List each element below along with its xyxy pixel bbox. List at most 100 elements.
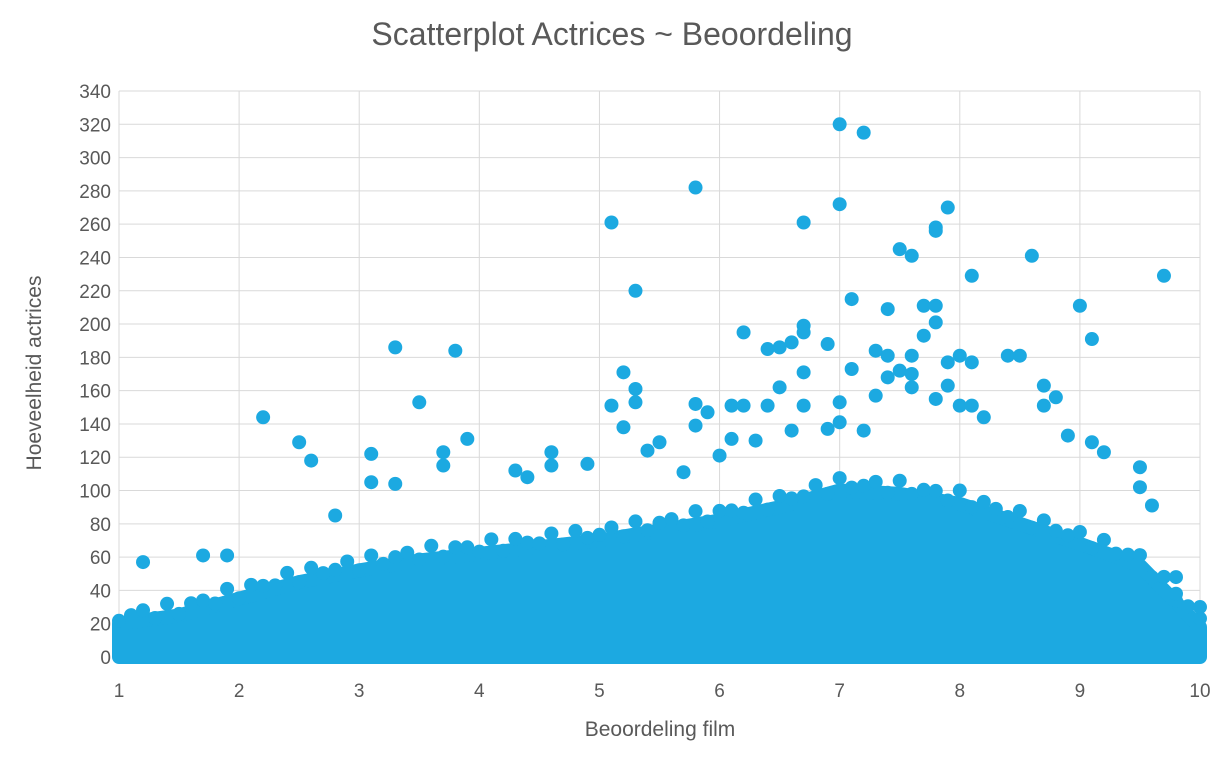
scatter-point [460, 431, 475, 446]
chart-title: Scatterplot Actrices ~ Beoordeling [371, 16, 852, 52]
dense-edge-point [928, 483, 943, 498]
scatter-point [820, 421, 835, 436]
dense-edge-point [436, 549, 451, 564]
scatter-point [784, 335, 799, 350]
scatter-point [880, 370, 895, 385]
dense-edge-point [1084, 541, 1099, 556]
x-tick-label: 1 [114, 681, 125, 702]
scatter-point [364, 475, 379, 490]
scatter-point [964, 268, 979, 283]
scatter-point [388, 340, 403, 355]
scatter-point [916, 328, 931, 343]
dense-edge-point [376, 556, 391, 571]
scatter-point [1168, 570, 1183, 585]
scatter-point [1156, 268, 1171, 283]
dense-edge-point [232, 591, 247, 606]
scatter-point [772, 380, 787, 395]
dense-edge-point [1012, 503, 1027, 518]
dense-edge-point [808, 478, 823, 493]
dense-edge-point [724, 503, 739, 518]
scatter-point [616, 420, 631, 435]
scatter-point [1168, 586, 1183, 601]
scatter-point [856, 423, 871, 438]
scatter-point [700, 405, 715, 420]
scatter-point [688, 418, 703, 433]
y-axis-title: Hoeveelheid actrices [23, 276, 46, 471]
dense-edge-point [1156, 569, 1171, 584]
dense-edge-point [268, 578, 283, 593]
dense-edge-point [484, 532, 499, 547]
y-tick-label: 0 [100, 648, 111, 669]
dense-edge-point [136, 603, 151, 618]
dense-edge-point [628, 514, 643, 529]
scatter-point [1060, 428, 1075, 443]
x-tick-label: 4 [474, 681, 485, 702]
dense-edge-point [172, 606, 187, 621]
dense-edge-point [220, 581, 235, 596]
scatter-point [952, 348, 967, 363]
dense-edge-point [112, 613, 126, 628]
dense-edge-point [1132, 548, 1147, 563]
scatter-point [844, 362, 859, 377]
scatter-point [652, 435, 667, 450]
scatter-point [760, 342, 775, 357]
scatter-point [736, 398, 751, 413]
dense-edge-point [1036, 513, 1051, 528]
dense-edge-point [868, 474, 883, 489]
dense-edge-point [568, 523, 583, 538]
dense-edge-point [184, 596, 199, 611]
scatter-point [604, 215, 619, 230]
dense-edge-point [328, 562, 343, 577]
scatter-point [640, 443, 655, 458]
x-tick-label: 7 [834, 681, 845, 702]
dense-edge-point [292, 575, 307, 590]
dense-edge-point [1180, 599, 1195, 614]
dense-edge-point [640, 523, 655, 538]
y-tick-label: 160 [79, 382, 111, 403]
y-tick-label: 80 [90, 515, 111, 536]
scatter-point [520, 470, 535, 485]
scatter-point [1024, 248, 1039, 263]
scatter-point [928, 315, 943, 330]
y-tick-label: 340 [79, 82, 111, 103]
scatter-point [928, 391, 943, 406]
dense-edge-point [676, 518, 691, 533]
scatter-point [736, 325, 751, 340]
scatter-point [880, 302, 895, 317]
dense-edge-point [544, 526, 559, 541]
dense-edge-point [424, 538, 439, 553]
scatter-point [712, 448, 727, 463]
dense-edge-point [832, 471, 847, 486]
scatter-point [832, 117, 847, 132]
scatter-point [436, 458, 451, 473]
scatter-point [760, 398, 775, 413]
dense-edge-point [748, 492, 763, 507]
dense-edge-point [712, 503, 727, 518]
scatter-point [940, 200, 955, 215]
scatter-point [724, 431, 739, 446]
dense-edge-point [964, 500, 979, 515]
scatter-point [796, 215, 811, 230]
dense-edge-point [412, 552, 427, 567]
scatter-point [676, 465, 691, 480]
tick-labels: 0 20 40 60 80 100 120 140 160 180 200 220 240 260 280 3… [79, 82, 1210, 702]
y-tick-label: 140 [79, 415, 111, 436]
scatter-point [844, 292, 859, 307]
dense-edge-point [388, 550, 403, 565]
scatter-point [952, 398, 967, 413]
dense-edge-point [784, 491, 799, 506]
scatter-point [448, 343, 463, 358]
dense-edge-point [508, 531, 523, 546]
scatter-point [964, 398, 979, 413]
scatter-point [1084, 435, 1099, 450]
scatter-point [292, 435, 307, 450]
y-tick-label: 320 [79, 115, 111, 136]
dense-edge-point [580, 530, 595, 545]
dense-edge-point [952, 483, 967, 498]
dense-edge-point [1000, 510, 1015, 525]
dense-edge-point [1060, 528, 1075, 543]
scatter-point [820, 337, 835, 352]
y-tick-label: 280 [79, 182, 111, 203]
dense-edge-point [196, 593, 211, 608]
